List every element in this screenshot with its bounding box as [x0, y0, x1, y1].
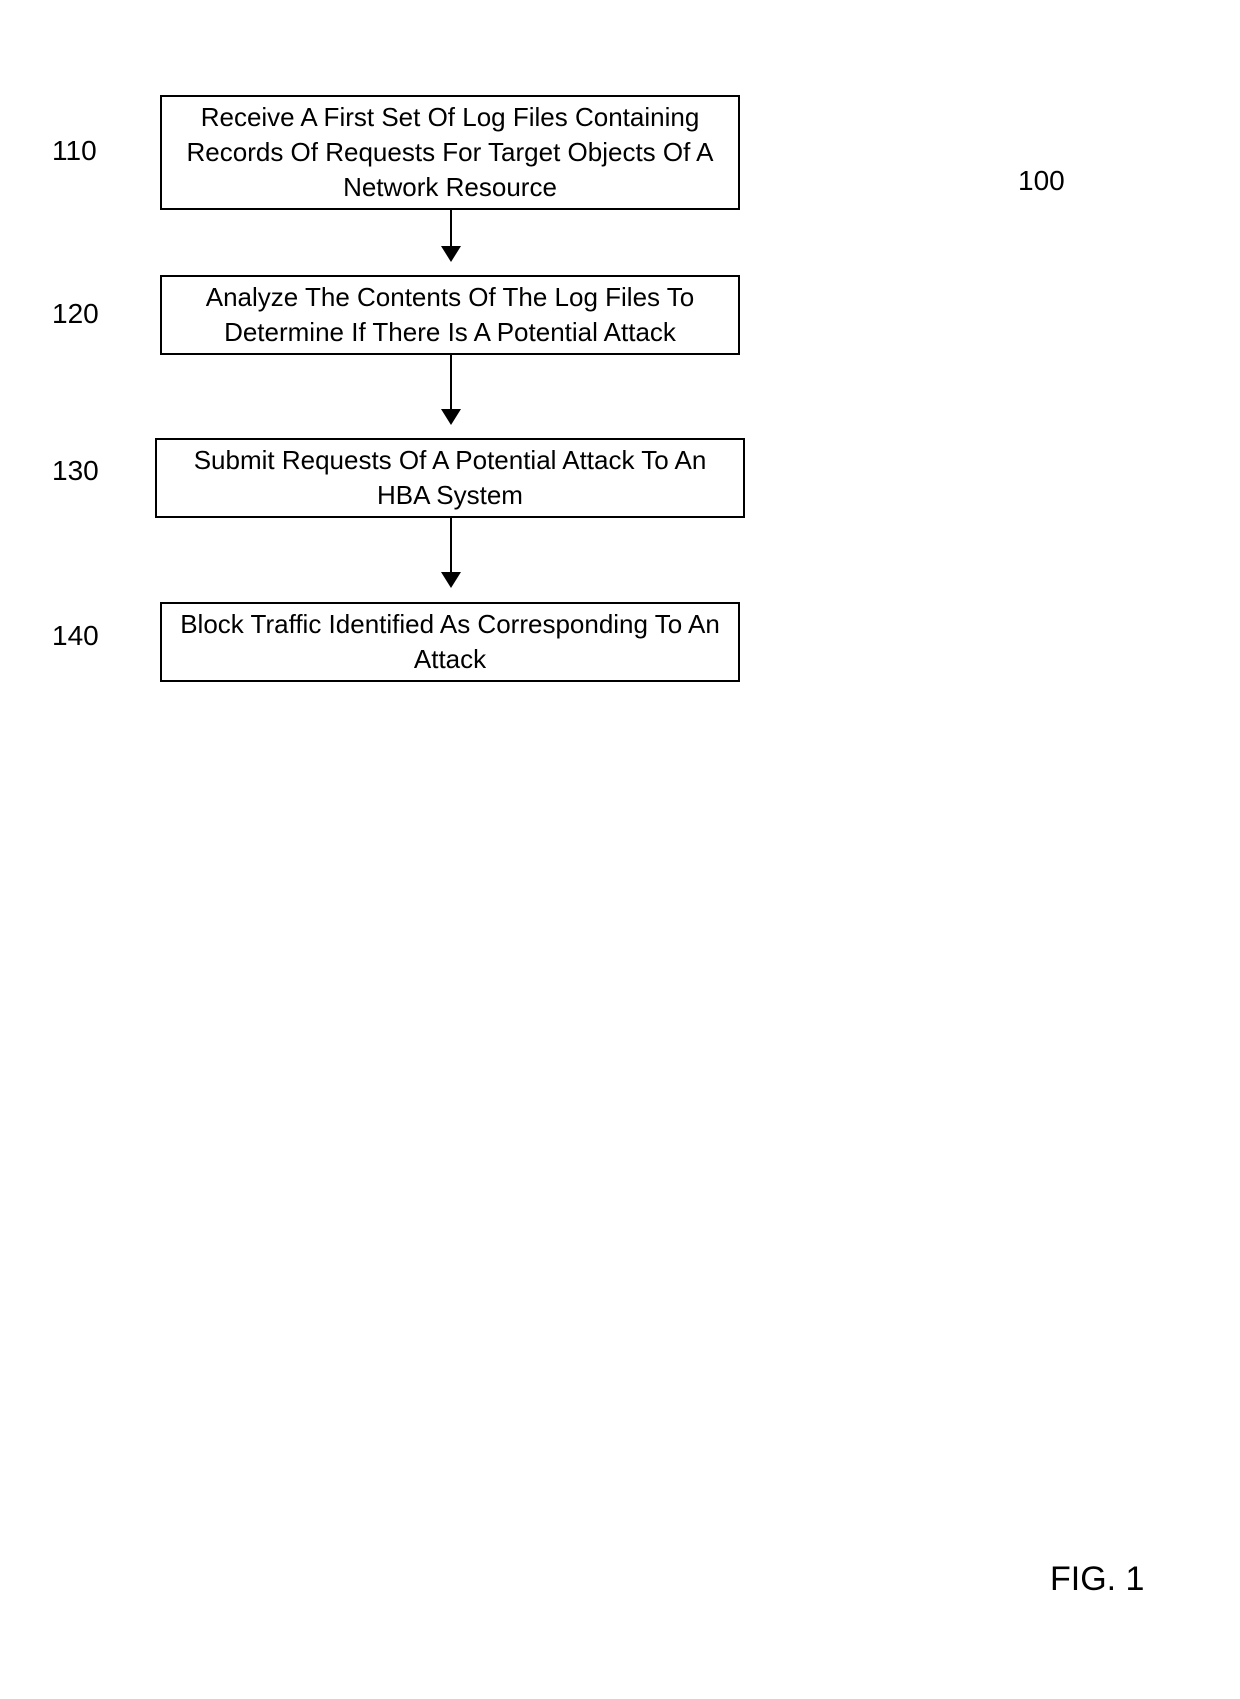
step-box-110: Receive A First Set Of Log Files Contain…	[160, 95, 740, 210]
step-box-140: Block Traffic Identified As Correspondin…	[160, 602, 740, 682]
flowchart-container: 110 Receive A First Set Of Log Files Con…	[0, 0, 1240, 1699]
arrow-120-130	[450, 355, 452, 423]
step-label-120: 120	[52, 298, 99, 330]
arrow-130-140	[450, 518, 452, 586]
overall-label-100: 100	[1018, 165, 1065, 197]
step-box-130: Submit Requests Of A Potential Attack To…	[155, 438, 745, 518]
step-label-140: 140	[52, 620, 99, 652]
step-label-130: 130	[52, 455, 99, 487]
step-label-110: 110	[52, 135, 97, 167]
step-box-120: Analyze The Contents Of The Log Files To…	[160, 275, 740, 355]
figure-label: FIG. 1	[1050, 1560, 1144, 1599]
arrow-110-120	[450, 210, 452, 260]
